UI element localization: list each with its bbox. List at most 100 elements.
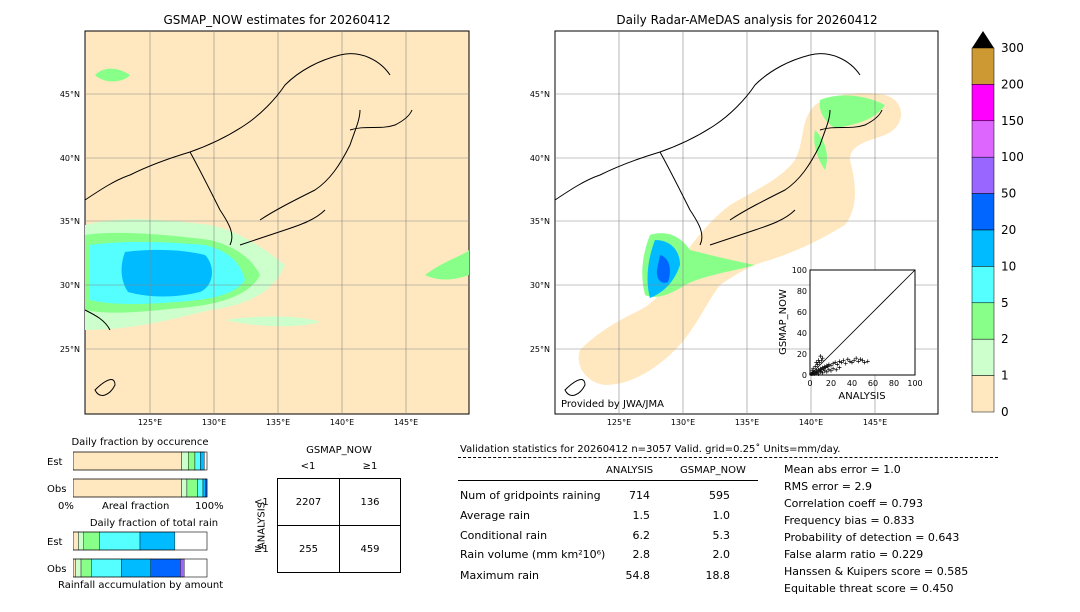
scatter-point <box>824 369 829 374</box>
lat-label: 35°N <box>60 217 80 226</box>
stats-row-label: Conditional rain <box>460 529 548 542</box>
stats-row-analysis: 1.5 <box>632 509 651 522</box>
stacked-bar-segment <box>83 531 101 551</box>
stacked-bar-outline <box>73 531 208 551</box>
lat-label: 45°N <box>530 90 550 99</box>
lon-label: 130°E <box>671 418 695 427</box>
right-map-title: Daily Radar-AMeDAS analysis for 20260412 <box>616 13 878 27</box>
stacked-bar-segment <box>99 531 141 551</box>
colorbar-label: 150 <box>1001 114 1024 128</box>
scatter-point <box>825 364 830 369</box>
occurrence-title: Daily fraction by occurence <box>71 437 209 448</box>
scatter-ytick: 20 <box>797 350 807 359</box>
colorbar-box <box>971 302 995 340</box>
scatter-point <box>837 365 842 370</box>
stacked-bar-segment <box>186 478 198 498</box>
colorbar-boxes <box>971 47 995 413</box>
stacked-bar-segment <box>73 558 76 578</box>
stats-row-label: Rain volume (mm km²10⁶) <box>460 548 606 561</box>
colorbar-box <box>971 120 995 158</box>
lon-label: 140°E <box>330 418 354 427</box>
stats-row-analysis: 54.8 <box>625 569 651 582</box>
scatter-point <box>821 366 826 371</box>
colorbar-label: 100 <box>1001 150 1024 164</box>
total-rain-obs-label: Obs <box>47 564 67 575</box>
score-line: Equitable threat score = 0.450 <box>784 582 954 595</box>
scatter-point <box>862 360 867 365</box>
scatter-points <box>809 354 870 376</box>
colorbar-label: 1 <box>1001 369 1009 383</box>
occurrence-est-label: Est <box>47 457 63 468</box>
right-lon-labels: 125°E 130°E 135°E 140°E 145°E <box>607 418 887 427</box>
stacked-bar-segment <box>73 478 182 498</box>
lon-label: 135°E <box>266 418 290 427</box>
scatter-point <box>852 358 857 363</box>
right-map: 45°N 40°N 35°N 30°N 25°N 125°E 130°E 135… <box>530 30 939 427</box>
stats-row-gsmap: 5.3 <box>712 529 731 542</box>
occurrence-axis-left: 0% <box>58 501 74 512</box>
scatter-xlabel: ANALYSIS <box>838 391 885 402</box>
data-credit: Provided by JWA/JMA <box>561 399 664 410</box>
lat-label: 45°N <box>60 90 80 99</box>
scatter-point <box>814 360 819 365</box>
left-map-title: GSMAP_NOW estimates for 20260412 <box>163 13 391 27</box>
scatter-point <box>831 361 836 366</box>
stats-row-gsmap: 595 <box>709 489 730 502</box>
left-lat-labels: 45°N 40°N 35°N 30°N 25°N <box>60 90 80 354</box>
colorbar-box <box>971 193 995 231</box>
scatter-plot: 00 20 20 40 40 60 60 80 80 100 100 ANALYSIS GSMAP_… <box>778 266 923 402</box>
validation-header: Validation statistics for 20260412 n=305… <box>460 444 841 455</box>
stacked-bar-segment <box>91 558 122 578</box>
scatter-point <box>860 358 865 363</box>
scatter-point <box>820 370 825 375</box>
stacked-bar-outline <box>73 558 208 578</box>
total-rain-est-label: Est <box>47 537 63 548</box>
colorbar-box <box>971 156 995 194</box>
stats-row-analysis: 714 <box>629 489 650 502</box>
total-rain-title: Daily fraction of total rain <box>89 518 219 529</box>
stacked-bar-outline <box>73 451 208 471</box>
score-line: Correlation coeff = 0.793 <box>784 497 923 510</box>
right-rain-heavy <box>656 255 670 283</box>
lon-label: 125°E <box>138 418 162 427</box>
validation-col-divider <box>458 480 758 481</box>
contingency-cell: 2207 <box>295 497 322 508</box>
stats-row-analysis: 2.8 <box>632 548 651 561</box>
scatter-point <box>818 354 823 359</box>
stacked-bar-segment <box>181 451 189 471</box>
colorbar-label: 0 <box>1001 405 1009 419</box>
scatter-point <box>833 360 838 365</box>
scatter-point <box>858 357 863 362</box>
scatter-point <box>850 360 854 365</box>
contingency-col-header: GSMAP_NOW <box>306 445 372 456</box>
scatter-point <box>816 371 821 376</box>
scatter-ytick: 100 <box>792 266 807 275</box>
stats-row-gsmap: 2.0 <box>712 548 731 561</box>
occurrence-axis-right: 100% <box>195 501 224 512</box>
contingency-cell: 255 <box>298 544 319 555</box>
stacked-bar-segment <box>75 558 82 578</box>
left-map: 45°N 40°N 35°N 30°N 25°N 125°E 130°E 135… <box>60 30 470 427</box>
occurrence-chart <box>73 451 208 498</box>
scatter-point <box>826 367 831 372</box>
scatter-point <box>845 357 850 362</box>
stacked-bar-segment <box>78 531 84 551</box>
score-line: Mean abs error = 1.0 <box>784 463 901 476</box>
lat-label: 30°N <box>530 281 550 290</box>
diagonal-line <box>809 269 916 376</box>
contingency-row-ge: ≥1 <box>254 544 269 555</box>
stats-row-gsmap: 18.8 <box>705 569 731 582</box>
lon-label: 145°E <box>863 418 887 427</box>
stacked-bar-segment <box>194 451 201 471</box>
scatter-point <box>829 363 833 368</box>
left-rain-north <box>95 68 130 82</box>
stats-row-analysis: 6.2 <box>632 529 651 542</box>
colorbar-label: 20 <box>1001 223 1016 237</box>
scatter-point <box>856 359 861 364</box>
scatter-point <box>814 370 819 375</box>
scatter-point <box>822 368 827 373</box>
scatter-ytick: 80 <box>797 287 807 296</box>
scatter-xtick: 20 <box>826 379 836 388</box>
